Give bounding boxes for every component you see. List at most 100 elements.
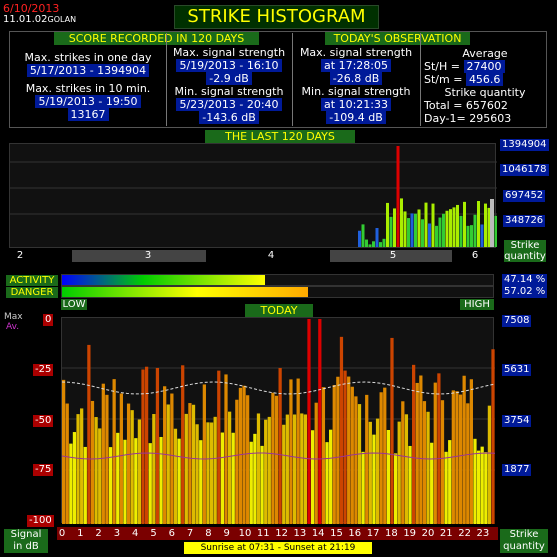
histogram-bar	[400, 198, 403, 247]
histogram-bar	[442, 213, 445, 247]
histogram-bar	[452, 207, 456, 247]
last120-svg	[10, 146, 498, 247]
histogram-bar	[199, 440, 203, 524]
y-right-label: 3754	[502, 415, 532, 427]
histogram-bar	[361, 224, 365, 247]
histogram-bar	[430, 442, 434, 524]
histogram-bar	[292, 414, 297, 524]
histogram-bar	[480, 446, 484, 524]
histogram-bar	[69, 443, 73, 524]
minsig-label: Min. signal strength	[174, 85, 284, 98]
histogram-bar	[94, 417, 98, 524]
low-label: LOW	[61, 299, 87, 310]
histogram-bar	[404, 414, 409, 524]
strike-quantity-label-today: Strike quantity	[500, 529, 548, 553]
month-label: 4	[267, 250, 275, 261]
histogram-bar	[108, 447, 113, 524]
time-label: 11.01.02GOLAN	[3, 14, 76, 25]
histogram-bar	[390, 337, 394, 524]
qty-label-line1: Strike	[510, 240, 540, 251]
histogram-bar	[339, 336, 344, 524]
histogram-bar	[274, 395, 279, 524]
y-label: 697452	[503, 190, 546, 202]
today-maxsig-block: Max. signal strength at 17:28:05 -26.8 d…	[294, 46, 418, 85]
y-label: 1046178	[500, 164, 549, 176]
y-left-label: -100	[27, 515, 54, 527]
today-svg	[61, 319, 496, 524]
hour-label: 18	[385, 528, 398, 539]
month-seg	[452, 250, 497, 262]
histogram-bar	[303, 414, 308, 524]
histogram-bar	[242, 385, 246, 524]
histogram-bar	[321, 387, 326, 524]
histogram-bar	[428, 223, 431, 247]
histogram-bar	[238, 387, 243, 524]
signal-db-label: Signal in dB	[4, 529, 48, 553]
histogram-bar	[407, 218, 410, 247]
histogram-bar	[159, 436, 163, 524]
histogram-bar	[289, 379, 293, 524]
minsig-block: Min. signal strength 5/23/2013 - 20:40 -…	[168, 85, 290, 124]
histogram-bar	[177, 438, 181, 524]
month-label: 5	[389, 250, 397, 261]
histogram-bar	[386, 429, 390, 524]
month-label: 2	[16, 250, 24, 261]
histogram-bar	[220, 432, 225, 524]
histogram-bar	[80, 408, 84, 524]
today-minsig-value: -109.4 dB	[326, 111, 386, 124]
max-legend: Max	[4, 312, 23, 322]
histogram-bar	[235, 399, 239, 524]
qty-label-line2: quantity	[503, 541, 545, 552]
signal-label-line1: Signal	[10, 529, 42, 540]
histogram-bar	[431, 203, 435, 247]
average-block: Average St/H = 27400 St/m = 456.6 Strike…	[422, 47, 546, 125]
histogram-bar	[336, 376, 340, 524]
histogram-bar	[491, 349, 495, 524]
histogram-bar	[155, 367, 160, 524]
hour-label: 13	[293, 528, 307, 539]
y-left-label: 0	[43, 314, 54, 326]
hour-label: 22	[458, 528, 471, 539]
hour-label: 21	[439, 528, 453, 539]
hour-label: 14	[311, 528, 325, 539]
hour-label: 2	[95, 528, 102, 539]
histogram-bar	[126, 403, 131, 524]
maxsig-date: 5/19/2013 - 16:10	[176, 59, 282, 72]
histogram-bar	[375, 418, 380, 524]
histogram-bar	[368, 244, 372, 247]
max-day-label: Max. strikes in one day	[24, 51, 152, 64]
hour-label: 20	[421, 528, 435, 539]
histogram-bar	[410, 213, 414, 247]
total-value: = 657602	[453, 99, 508, 112]
histogram-bar	[282, 424, 286, 524]
histogram-bar	[375, 228, 379, 247]
histogram-bar	[166, 404, 170, 524]
histogram-bar	[101, 383, 105, 524]
today-minsig-time: at 10:21:33	[321, 98, 391, 111]
score-header: SCORE RECORDED IN 120 DAYS	[54, 32, 259, 45]
histogram-bar	[444, 451, 448, 524]
histogram-bar	[426, 411, 430, 524]
histogram-bar	[65, 403, 69, 524]
y-right-label: 7508	[502, 315, 532, 327]
day1-label: Day-1=	[424, 112, 466, 125]
histogram-bar	[476, 450, 481, 524]
histogram-bar	[206, 422, 210, 524]
histogram-bar	[224, 374, 228, 524]
histogram-bar	[459, 215, 463, 247]
sun-times: Sunrise at 07:31 - Sunset at 21:19	[184, 542, 372, 554]
high-label: HIGH	[460, 299, 494, 310]
minsig-value: -143.6 dB	[199, 111, 259, 124]
max10-block: Max. strikes in 10 min. 5/19/2013 - 19:5…	[12, 82, 164, 121]
histogram-bar	[365, 239, 368, 247]
hour-label: 15	[330, 528, 343, 539]
histogram-bar	[173, 428, 178, 524]
histogram-bar	[152, 414, 156, 524]
histogram-bar	[98, 428, 102, 524]
histogram-bar	[412, 364, 416, 524]
histogram-bar	[296, 378, 300, 524]
histogram-bar	[76, 414, 80, 524]
histogram-bar	[332, 385, 336, 524]
hour-label: 23	[476, 528, 490, 539]
last120-title: THE LAST 120 DAYS	[205, 130, 355, 143]
